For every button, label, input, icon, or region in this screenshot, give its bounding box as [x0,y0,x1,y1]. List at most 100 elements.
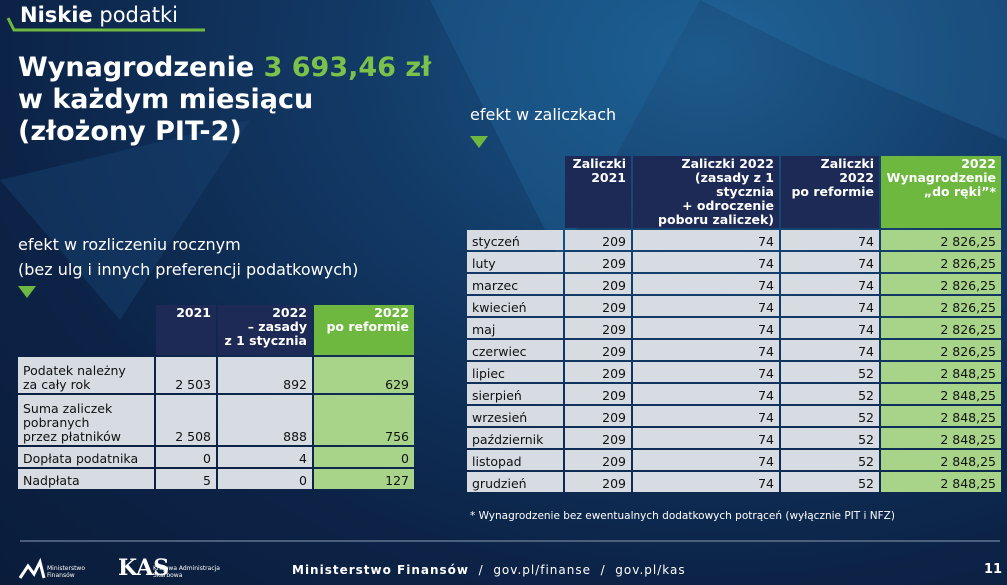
column-header: 2021 [156,305,216,355]
column-header: Zaliczki 2022 (zasady z 1 stycznia + odr… [633,156,779,228]
cell: 2 826,25 [881,252,1001,272]
cell: 209 [565,406,631,426]
cell: 74 [633,450,779,470]
cell: 127 [314,469,414,489]
cell: 74 [781,296,879,316]
logo-text: Ministerstwo Finansów [47,565,86,579]
cell: 209 [565,472,631,492]
cell: 2 848,25 [881,384,1001,404]
cell: 209 [565,362,631,382]
table-row: Podatek należny za cały rok 2 503 892 629 [18,357,414,393]
table-row: sierpień 209 74 52 2 848,25 [467,384,1001,404]
cell: 74 [633,274,779,294]
page-number: 11 [984,562,1003,577]
cell: 209 [565,340,631,360]
header-row: 2021 2022 – zasady z 1 stycznia 2022 po re… [18,305,414,355]
column-header: Zaliczki 2022 po reformie [781,156,879,228]
row-label: luty [467,252,563,272]
cell: 5 [156,469,216,489]
cell: 74 [781,318,879,338]
table-row: styczeń 209 74 74 2 826,25 [467,230,1001,250]
table-row: grudzień 209 74 52 2 848,25 [467,472,1001,492]
table-row: listopad 209 74 52 2 848,25 [467,450,1001,470]
corner [18,305,154,355]
row-label: Suma zaliczek pobranych przez płatników [18,395,154,445]
cell: 74 [633,406,779,426]
cell: 209 [565,384,631,404]
cell: 74 [781,230,879,250]
column-header: 2022 po reformie [314,305,414,355]
cell: 2 826,25 [881,230,1001,250]
cell: 74 [633,428,779,448]
cell: 209 [565,450,631,470]
cell: 2 848,25 [881,428,1001,448]
header-row: Zaliczki 2021 Zaliczki 2022 (zasady z 1 s… [467,156,1001,228]
corner [467,156,563,228]
cell: 74 [633,340,779,360]
row-label: wrzesień [467,406,563,426]
table-row: czerwiec 209 74 74 2 826,25 [467,340,1001,360]
cell: 209 [565,274,631,294]
tag: Niskie podatki [20,3,178,27]
cell: 74 [633,252,779,272]
heading: efekt w zaliczkach [470,105,617,124]
cell: 74 [633,362,779,382]
cell: 52 [781,450,879,470]
table-row: Suma zaliczek pobranych przez płatników 2… [18,395,414,445]
cell: 74 [781,274,879,294]
row-label: czerwiec [467,340,563,360]
row-label: listopad [467,450,563,470]
column-header: 2022 Wynagrodzenie „do ręki”* [881,156,1001,228]
cell: 209 [565,230,631,250]
cell: 0 [218,469,312,489]
cell: 74 [633,384,779,404]
cell: 2 848,25 [881,406,1001,426]
svg-text:KAS: KAS [118,555,169,581]
monthly-table: Zaliczki 2021 Zaliczki 2022 (zasady z 1 s… [465,154,1003,494]
row-label: Podatek należny za cały rok [18,357,154,393]
cell: 629 [314,357,414,393]
cell: 756 [314,395,414,445]
cell: 2 848,25 [881,362,1001,382]
annual-table: 2021 2022 – zasady z 1 stycznia 2022 po re… [16,303,416,491]
table-row: maj 209 74 74 2 826,25 [467,318,1001,338]
table-row: kwiecień 209 74 74 2 826,25 [467,296,1001,316]
cell: 2 508 [156,395,216,445]
heading: efekt w rozliczeniu rocznym (bez ulg i in… [18,235,359,279]
cell: 2 826,25 [881,340,1001,360]
cell: 2 848,25 [881,472,1001,492]
table-row: marzec 209 74 74 2 826,25 [467,274,1001,294]
footnote: * Wynagrodzenie bez ewentualnych dodatko… [470,510,895,522]
row-label: grudzień [467,472,563,492]
title: Wynagrodzenie 3 693,46 zł w każdym miesią… [18,52,432,147]
cell: 4 [218,447,312,467]
cell: 209 [565,428,631,448]
cell: 2 503 [156,357,216,393]
cell: 52 [781,384,879,404]
row-label: kwiecień [467,296,563,316]
footer: Ministerstwo Finansów / gov.pl/finanse /… [292,563,686,577]
row-label: Nadpłata [18,469,154,489]
column-header: Zaliczki 2021 [565,156,631,228]
cell: 0 [156,447,216,467]
table-row: lipiec 209 74 52 2 848,25 [467,362,1001,382]
table-row: luty 209 74 74 2 826,25 [467,252,1001,272]
cell: 74 [633,296,779,316]
cell: 892 [218,357,312,393]
cell: 74 [781,340,879,360]
row-label: maj [467,318,563,338]
cell: 888 [218,395,312,445]
cell: 2 848,25 [881,450,1001,470]
row-label: sierpień [467,384,563,404]
row-label: lipiec [467,362,563,382]
table-row: Dopłata podatnika 0 4 0 [18,447,414,467]
cell: 74 [781,252,879,272]
cell: 209 [565,318,631,338]
cell: 2 826,25 [881,318,1001,338]
cell: 2 826,25 [881,274,1001,294]
row-label: Dopłata podatnika [18,447,154,467]
cell: 209 [565,252,631,272]
cell: 52 [781,428,879,448]
